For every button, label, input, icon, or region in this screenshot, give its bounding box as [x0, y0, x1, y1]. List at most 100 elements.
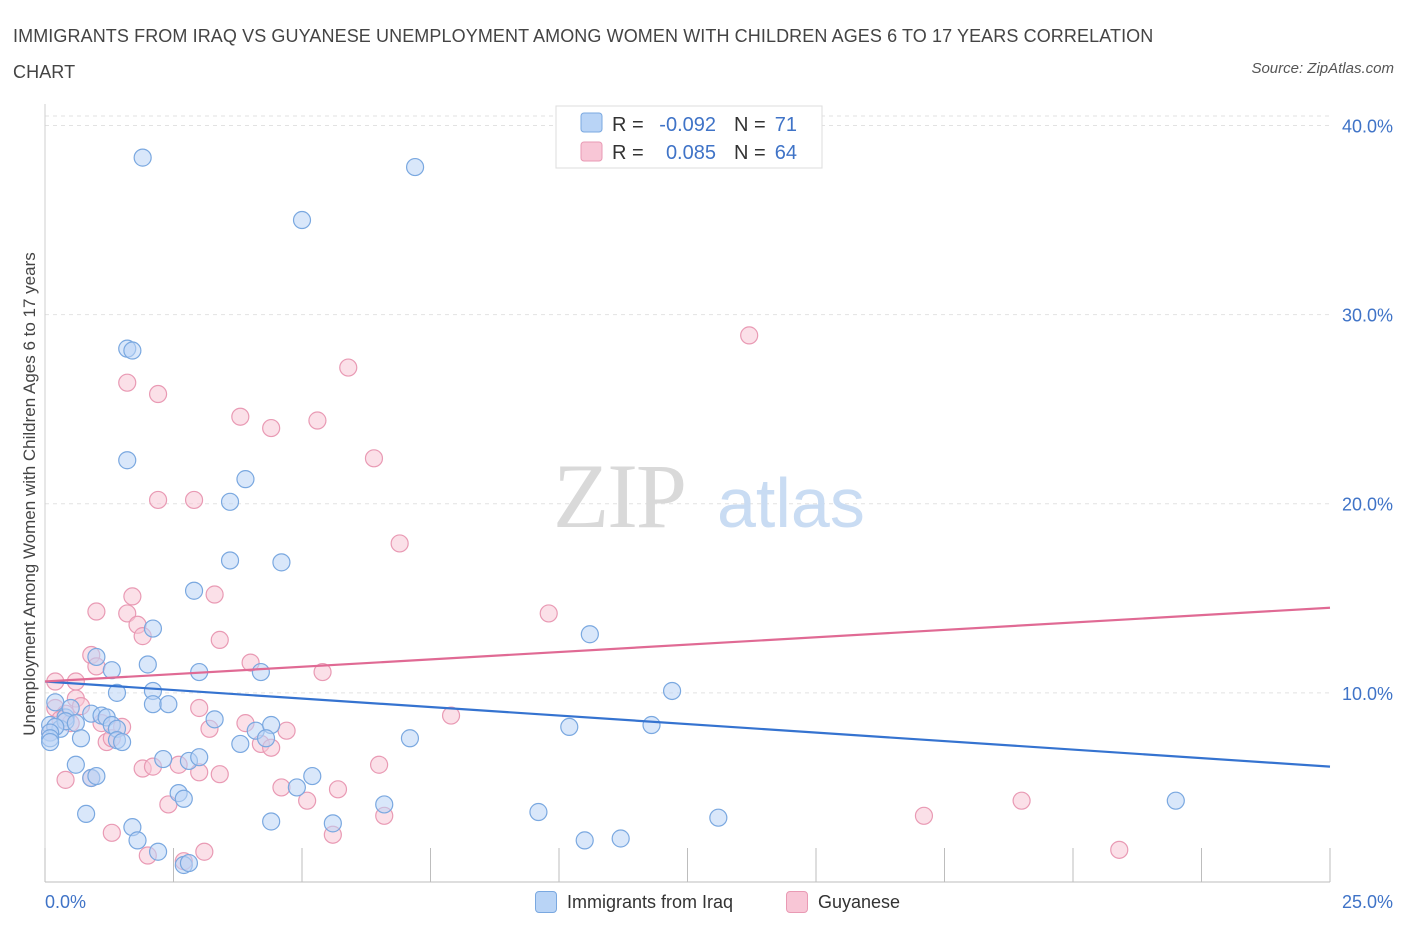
- point-guyanese-58: [102, 823, 121, 842]
- legend-label-iraq: Immigrants from Iraq: [567, 891, 734, 912]
- point-iraq-9: [272, 553, 291, 572]
- point-iraq-8: [220, 551, 240, 570]
- point-iraq-50: [66, 755, 85, 774]
- trend-line-iraq: [44, 680, 1331, 768]
- point-iraq-57: [287, 778, 306, 797]
- trend-line-guyanese: [44, 606, 1331, 683]
- point-guyanese-47: [210, 765, 229, 784]
- point-iraq-68: [128, 831, 147, 850]
- x-tick-label-min: 0.0%: [45, 892, 86, 912]
- point-iraq-55: [87, 766, 106, 786]
- point-guyanese-36: [277, 721, 296, 740]
- legend-r-label-guyanese: R =: [612, 142, 644, 164]
- point-guyanese-8: [148, 490, 168, 510]
- point-guyanese-3: [148, 384, 168, 404]
- point-iraq-51: [154, 749, 173, 769]
- series-guyanese-points: [41, 326, 1129, 871]
- correlation-legend: R = -0.092 N = 71 R = 0.085 N = 64: [555, 105, 823, 169]
- point-guyanese-1: [339, 358, 358, 377]
- point-iraq-61: [77, 804, 96, 824]
- point-iraq-34: [66, 714, 85, 733]
- legend-n-label-iraq: N =: [734, 114, 766, 136]
- point-iraq-53: [190, 748, 209, 767]
- point-iraq-69: [575, 831, 594, 850]
- point-iraq-70: [611, 829, 630, 848]
- point-iraq-29: [205, 710, 224, 729]
- legend-item-guyanese: Guyanese: [786, 888, 900, 916]
- point-iraq-15: [138, 655, 157, 674]
- legend-swatch-guyanese-bottom: [786, 891, 808, 913]
- point-iraq-71: [148, 842, 168, 861]
- point-iraq-65: [262, 812, 281, 831]
- point-guyanese-6: [308, 411, 327, 430]
- watermark-atlas: atlas: [717, 464, 865, 542]
- point-guyanese-49: [56, 770, 75, 789]
- point-guyanese-5: [262, 418, 281, 438]
- point-guyanese-48: [370, 755, 389, 774]
- point-guyanese-52: [328, 780, 348, 799]
- chart-title: IMMIGRANTS FROM IRAQ VS GUYANESE UNEMPLO…: [13, 26, 1154, 82]
- point-iraq-17: [251, 662, 270, 682]
- point-iraq-22: [159, 695, 178, 714]
- point-iraq-47: [256, 729, 276, 748]
- watermark-zip: ZIP: [553, 445, 685, 547]
- point-guyanese-18: [210, 630, 229, 650]
- legend-r-label-iraq: R =: [612, 114, 644, 136]
- legend-swatch-iraq: [580, 112, 603, 133]
- point-guyanese-37: [441, 706, 461, 725]
- point-guyanese-2: [118, 373, 137, 392]
- legend-label-guyanese: Guyanese: [818, 891, 901, 912]
- point-guyanese-55: [914, 806, 934, 825]
- point-iraq-14: [102, 661, 121, 680]
- point-guyanese-9: [184, 490, 204, 510]
- point-guyanese-51: [272, 778, 291, 797]
- point-iraq-2: [292, 210, 312, 230]
- point-guyanese-10: [390, 534, 409, 553]
- point-guyanese-7: [364, 449, 384, 468]
- point-guyanese-56: [1012, 791, 1031, 810]
- point-iraq-18: [662, 681, 682, 701]
- series-legend: Immigrants from Iraq Guyanese: [0, 888, 1406, 916]
- axes: [44, 104, 1331, 883]
- point-guyanese-29: [190, 698, 209, 718]
- point-guyanese-14: [118, 604, 137, 623]
- watermark: ZIP atlas: [553, 445, 865, 547]
- source-note: Source: ZipAtlas.com: [1251, 60, 1394, 77]
- point-iraq-60: [375, 795, 394, 814]
- y-axis-label: Unemployment Among Women with Children A…: [20, 252, 39, 736]
- point-iraq-19: [107, 683, 127, 702]
- point-iraq-12: [580, 625, 599, 644]
- x-tick-label-max: 25.0%: [1342, 892, 1393, 912]
- point-iraq-1: [405, 157, 425, 177]
- point-iraq-39: [560, 717, 579, 737]
- point-guyanese-0: [740, 326, 759, 345]
- point-guyanese-13: [87, 602, 106, 621]
- point-iraq-7: [220, 492, 240, 511]
- legend-item-iraq: Immigrants from Iraq: [535, 888, 733, 916]
- point-guyanese-15: [539, 604, 558, 623]
- point-guyanese-4: [231, 407, 250, 426]
- point-iraq-21: [143, 695, 163, 714]
- point-iraq-40: [642, 715, 661, 735]
- point-iraq-48: [231, 734, 250, 754]
- legend-r-value-iraq: -0.092: [659, 114, 716, 136]
- point-guyanese-12: [205, 585, 224, 604]
- trend-lines: [44, 606, 1331, 768]
- point-guyanese-54: [298, 791, 317, 810]
- legend-swatch-iraq-bottom: [535, 891, 557, 913]
- point-guyanese-63: [1110, 840, 1129, 859]
- legend-n-value-guyanese: 64: [775, 142, 797, 164]
- y-tick-label-1: 20.0%: [1342, 495, 1393, 515]
- point-iraq-56: [303, 766, 322, 786]
- point-guyanese-24: [66, 672, 85, 691]
- y-tick-label-3: 40.0%: [1342, 116, 1393, 136]
- point-iraq-59: [174, 789, 193, 808]
- point-iraq-6: [236, 470, 255, 489]
- point-iraq-73: [179, 853, 199, 873]
- legend-r-value-guyanese: 0.085: [666, 142, 716, 164]
- point-iraq-13: [87, 647, 106, 667]
- point-iraq-10: [184, 581, 204, 600]
- point-iraq-4: [123, 341, 142, 360]
- gridlines: [45, 115, 1330, 694]
